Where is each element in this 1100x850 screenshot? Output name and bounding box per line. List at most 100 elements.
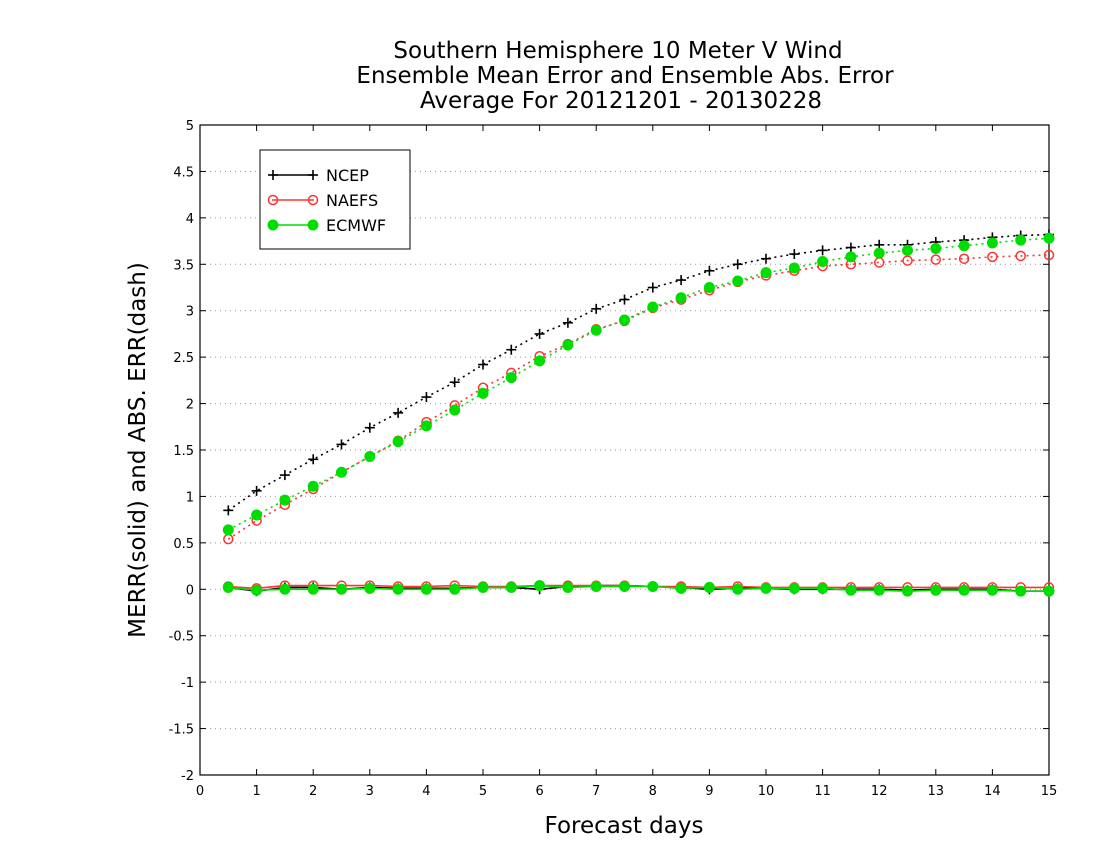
ncep-abs-err-point <box>534 328 545 339</box>
y-tick-label: 0 <box>186 583 194 598</box>
ncep-abs-err-point <box>647 282 658 293</box>
title-line-2: Ensemble Mean Error and Ensemble Abs. Er… <box>356 63 894 89</box>
x-tick-label: 11 <box>814 784 831 799</box>
naefs-abs-err-point <box>1043 249 1055 261</box>
ecmwf-abs-err-point <box>1043 232 1055 244</box>
y-tick-label: 4.5 <box>173 165 194 180</box>
ecmwf-mean-err-point <box>505 581 517 593</box>
grid <box>200 170 1049 730</box>
x-tick-label: 5 <box>479 784 487 799</box>
naefs-abs-err-point <box>987 251 998 263</box>
x-tick-label: 7 <box>592 784 600 799</box>
ecmwf-mean-err-point <box>420 583 432 595</box>
ecmwf-abs-err-point <box>675 292 687 304</box>
ecmwf-mean-err-point <box>590 581 602 592</box>
ncep-abs-err-point <box>279 470 290 481</box>
series-naefs <box>223 249 1055 594</box>
ecmwf-abs-err-point <box>647 301 659 313</box>
ecmwf-mean-err-point <box>703 581 715 593</box>
ecmwf-abs-err-point <box>703 282 715 293</box>
y-tick-label: 5 <box>186 119 194 134</box>
ecmwf-mean-err-point <box>449 583 461 595</box>
legend-label-naefs: NAEFS <box>326 191 378 210</box>
ecmwf-mean-err-point <box>619 581 630 592</box>
legend-marker-naefs <box>307 194 319 206</box>
ncep-abs-err-point <box>506 344 517 355</box>
ecmwf-abs-err-point <box>788 262 800 274</box>
y-axis-title: MERR(solid) and ABS. ERR(dash) <box>125 262 151 638</box>
y-tick-label: -2 <box>181 769 194 784</box>
ncep-abs-err-point <box>393 407 404 418</box>
naefs-abs-err-point <box>930 254 942 265</box>
naefs-abs-err-point <box>873 257 885 268</box>
ecmwf-abs-err-point <box>449 404 461 416</box>
ncep-abs-err-point <box>562 317 573 328</box>
naefs-abs-err-point <box>1015 250 1026 262</box>
ecmwf-abs-err-point <box>364 451 376 462</box>
ecmwf-abs-err-point <box>222 524 234 536</box>
x-tick-label: 8 <box>649 784 657 799</box>
legend-marker-naefs <box>267 194 279 206</box>
ecmwf-mean-err-line <box>228 584 1049 592</box>
x-axis-title: Forecast days <box>545 813 704 839</box>
ecmwf-mean-err-point <box>788 582 800 594</box>
ecmwf-abs-err-line <box>227 237 1050 531</box>
y-tick-label: 1 <box>186 490 194 505</box>
ecmwf-abs-err-point <box>251 509 263 521</box>
naefs-abs-err-point <box>902 255 913 266</box>
ncep-abs-err-point <box>478 359 488 370</box>
ecmwf-abs-err-point <box>873 247 885 259</box>
ncep-abs-err-point <box>676 275 687 286</box>
x-tick-label: 9 <box>705 784 713 799</box>
x-tick-label: 14 <box>984 784 1001 799</box>
naefs-abs-err-point <box>958 253 970 264</box>
ecmwf-abs-err-point <box>477 387 489 399</box>
ecmwf-mean-err-point <box>845 584 857 596</box>
ecmwf-abs-err-point <box>732 275 744 287</box>
ecmwf-mean-err-point <box>930 584 942 596</box>
ecmwf-mean-err-point <box>817 582 829 594</box>
y-tick-label: 0.5 <box>173 537 194 552</box>
ecmwf-abs-err-point <box>279 494 291 506</box>
series-ncep <box>223 229 1054 597</box>
x-tick-label: 12 <box>871 784 888 799</box>
ecmwf-mean-err-point <box>336 583 347 595</box>
x-axis: 0 1 2 3 4 5 6 7 8 9 10 11 12 13 14 15 <box>196 125 1057 799</box>
x-tick-label: 2 <box>309 784 317 799</box>
legend-marker-ecmwf <box>307 219 319 231</box>
ncep-abs-err-point <box>732 259 743 270</box>
ncep-abs-err-point <box>364 422 375 433</box>
ecmwf-mean-err-point <box>392 583 404 595</box>
x-tick-label: 1 <box>252 784 260 799</box>
ncep-abs-err-point <box>704 265 715 276</box>
series-layer <box>222 229 1055 597</box>
ecmwf-mean-err-point <box>251 584 263 596</box>
y-axis: -2 -1.5 -1 -0.5 0 0.5 1 1.5 2 2.5 3 3.5 4 4.5 5 <box>169 119 1049 784</box>
title-line-3: Average For 20121201 - 20130228 <box>420 88 822 114</box>
legend-marker-ncep <box>308 170 318 180</box>
x-tick-label: 10 <box>758 784 775 799</box>
ncep-abs-err-point <box>223 505 234 516</box>
ncep-abs-err-point <box>845 242 856 253</box>
ecmwf-abs-err-point <box>930 243 942 254</box>
ncep-abs-err-point <box>449 377 460 388</box>
legend: NCEP NAEFS ECMWF <box>259 149 411 250</box>
y-tick-label: -1 <box>181 676 194 691</box>
ncep-abs-err-point <box>789 249 800 260</box>
y-tick-label: -0.5 <box>169 630 194 645</box>
legend-marker-ncep <box>268 170 278 180</box>
ecmwf-mean-err-point <box>562 581 574 593</box>
ecmwf-mean-err-point <box>477 581 489 593</box>
ecmwf-mean-err-point <box>1043 585 1055 597</box>
ecmwf-mean-err-point <box>307 583 319 595</box>
ecmwf-abs-err-point <box>817 256 829 267</box>
ncep-abs-err-point <box>336 439 347 450</box>
ncep-abs-err-point <box>251 485 262 496</box>
y-tick-label: 3.5 <box>173 258 194 273</box>
ecmwf-abs-err-point <box>958 240 970 252</box>
ecmwf-mean-err-point <box>647 581 659 592</box>
x-tick-label: 6 <box>535 784 543 799</box>
ecmwf-mean-err-point <box>364 582 376 594</box>
y-tick-label: 1.5 <box>173 444 194 459</box>
ecmwf-mean-err-point <box>1015 585 1027 597</box>
